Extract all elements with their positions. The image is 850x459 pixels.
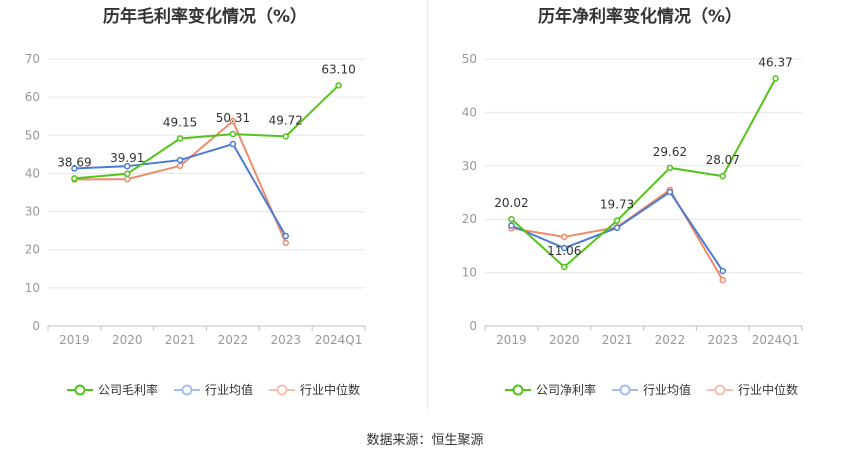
data-label: 50.31 [216,111,250,125]
data-label: 28.07 [706,153,740,167]
data-point-industry-avg [282,232,289,240]
legend-item-industry-avg[interactable]: 行业均值 [612,381,691,398]
y-tick-label: 40 [462,105,477,119]
data-label: 49.72 [269,113,303,127]
x-tick-label: 2024Q1 [752,333,800,347]
gross-margin-chart: 0 10 20 30 40 50 60 70 2019 2020 2021 2022 2023 2024Q… [25,52,366,347]
data-point-industry-avg [71,165,78,172]
data-label: 46.37 [758,55,792,69]
data-label: 63.10 [321,62,355,76]
data-source-note: 数据来源：恒生聚源 [366,433,484,448]
data-point-industry-avg [561,244,568,252]
data-point-industry-median [124,175,131,183]
data-point-industry-avg [124,162,131,170]
y-tick-label: 20 [462,212,477,226]
data-point-industry-avg [719,267,726,275]
y-tick-label: 70 [25,52,40,66]
data-point-industry-median [229,117,237,125]
net-margin-chart: 0 10 20 30 40 50 2019 2020 2021 2022 2023 2024Q1 20.… [462,52,803,347]
data-point-company [335,82,342,89]
legend-line-industry-median-icon [269,384,296,395]
legend-label-industry-avg: 行业均值 [643,383,692,397]
y-tick-label: 60 [25,90,40,104]
data-point-company [561,263,568,271]
x-tick-label: 2021 [602,333,633,347]
data-label: 39.91 [110,151,144,165]
net-margin-legend: 公司净利率 行业均值 行业中位数 [505,381,814,398]
legend-item-company[interactable]: 公司毛利率 [67,381,158,398]
data-label: 38.69 [57,155,91,169]
legend-item-company[interactable]: 公司净利率 [505,381,596,398]
net-margin-chart-title: 历年净利率变化情况（%） [537,7,743,27]
x-tick-label: 2019 [59,333,90,347]
x-tick-label: 2020 [549,333,580,347]
x-tick-label: 2022 [218,333,249,347]
legend-line-company-icon [67,384,93,395]
gross-margin-legend: 公司毛利率 行业均值 行业中位数 [67,381,376,398]
data-point-industry-avg [613,224,621,231]
legend-item-industry-median[interactable]: 行业中位数 [269,381,360,398]
x-tick-label: 2019 [496,333,527,347]
data-point-industry-median [282,239,289,247]
data-point-company [719,172,726,180]
x-tick-label: 2023 [270,333,301,347]
data-point-company [71,175,78,182]
data-point-industry-avg [508,222,515,229]
data-label: 19.73 [600,198,634,212]
y-tick-label: 20 [25,243,40,257]
data-point-company [124,170,131,178]
data-point-industry-avg [229,140,237,148]
y-tick-label: 0 [469,319,477,333]
legend-label-industry-avg: 行业均值 [205,383,254,397]
data-label: 11.06 [547,244,581,258]
y-tick-label: 10 [25,281,40,295]
y-tick-label: 10 [462,266,477,280]
x-tick-label: 2023 [707,333,738,347]
legend-label-company: 公司净利率 [536,383,597,397]
legend-line-industry-median-icon [707,384,734,395]
legend-item-industry-median[interactable]: 行业中位数 [707,381,798,398]
legend-label-industry-median: 行业中位数 [300,383,361,397]
legend-item-industry-avg[interactable]: 行业均值 [174,381,253,398]
data-label: 29.62 [653,145,687,159]
x-tick-label: 2020 [112,333,143,347]
data-label: 20.02 [494,196,528,210]
legend-label-industry-median: 行业中位数 [738,383,799,397]
data-point-company [666,164,674,172]
data-label: 49.15 [163,116,197,130]
y-tick-label: 0 [32,319,40,333]
series-line-company [74,84,340,180]
legend-label-company: 公司毛利率 [98,383,159,397]
legend-line-company-icon [505,384,531,395]
data-point-company [613,217,621,224]
data-point-industry-avg [176,156,184,164]
gross-margin-chart-title: 历年毛利率变化情况（%） [102,7,308,27]
data-point-industry-median [561,233,568,241]
chart-divider [427,0,428,410]
data-point-company [772,75,779,82]
data-point-company [282,133,289,140]
y-tick-label: 50 [462,52,477,66]
series-line-company [510,77,777,269]
x-tick-label: 2021 [165,333,196,347]
y-tick-label: 30 [462,159,477,173]
y-tick-label: 30 [25,205,40,219]
y-tick-label: 50 [25,128,40,142]
data-point-industry-avg [666,188,674,196]
data-point-industry-median [719,276,726,284]
x-tick-label: 2024Q1 [315,333,363,347]
data-point-company [176,135,184,142]
legend-line-industry-avg-icon [612,384,639,395]
data-point-company [508,215,515,223]
data-point-industry-median [176,162,184,170]
data-point-company [229,130,237,138]
y-tick-label: 40 [25,166,40,180]
legend-line-industry-avg-icon [174,384,201,395]
x-tick-label: 2022 [655,333,686,347]
